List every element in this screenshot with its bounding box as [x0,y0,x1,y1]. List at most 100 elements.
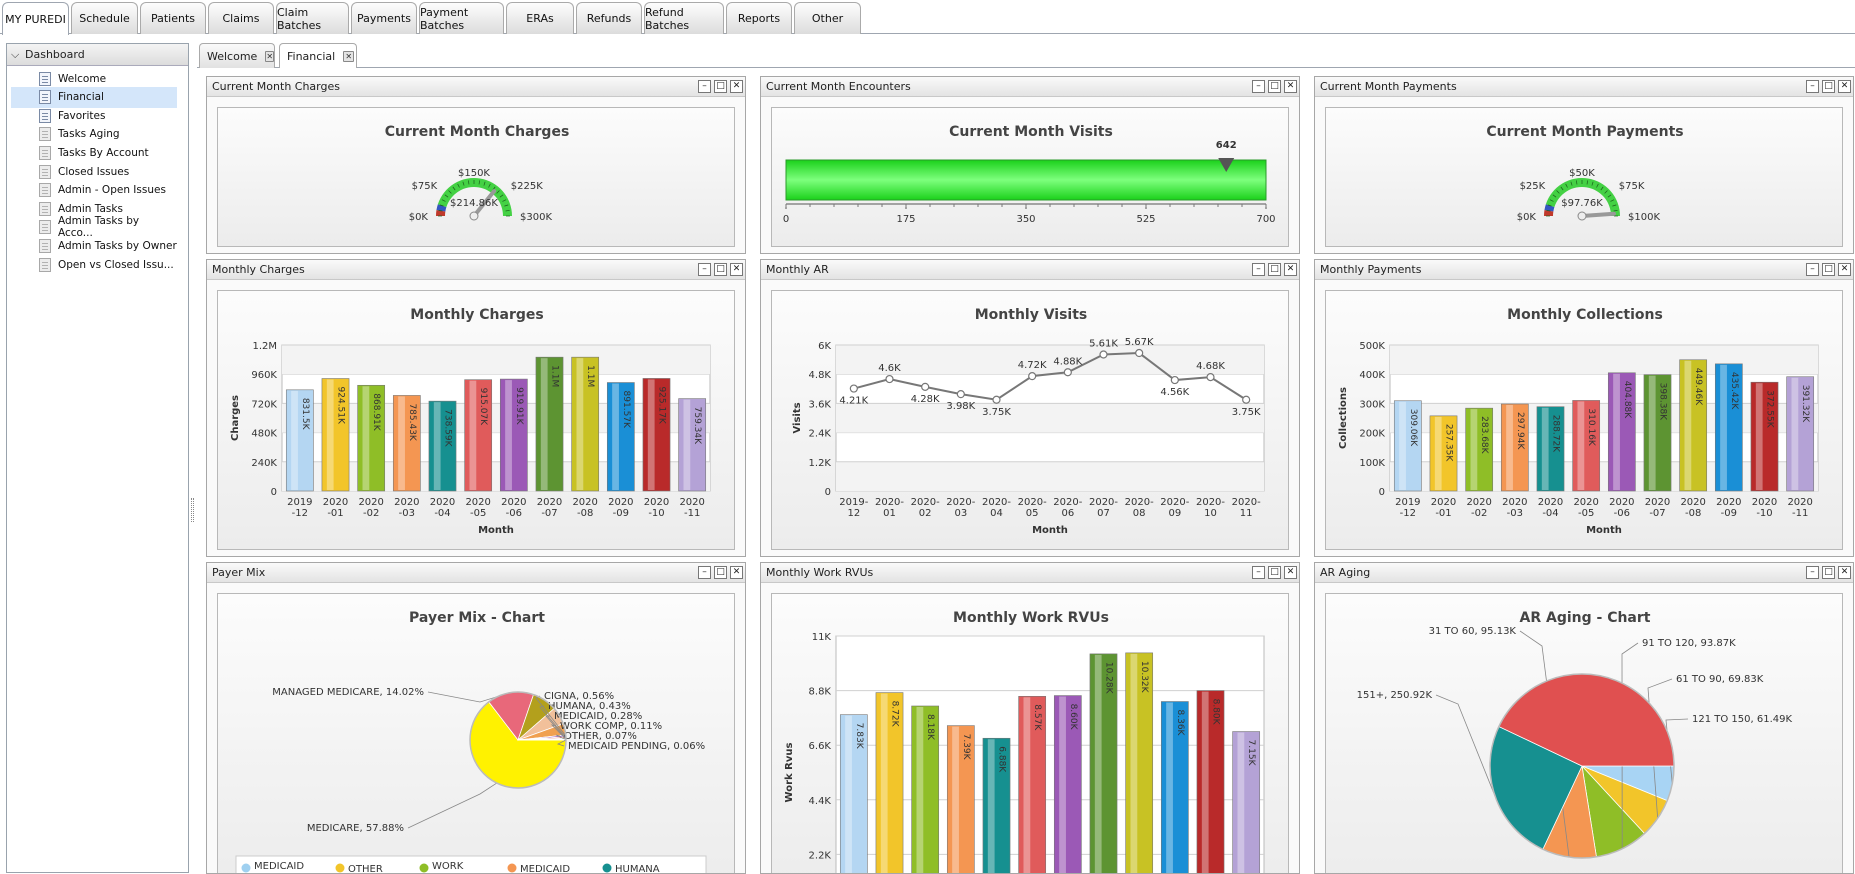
bar-highlight [362,386,369,490]
sidebar-splitter[interactable] [189,43,196,873]
maximize-icon[interactable]: □ [1822,566,1835,579]
bar-highlight [1130,654,1137,873]
close-icon[interactable]: ✕ [1284,80,1297,93]
y-tick-label: 4.8K [809,370,832,381]
x-tick-label: 2020-03 [1502,497,1527,519]
top-tab-claims[interactable]: Claims [208,2,274,34]
bar-highlight [1399,402,1406,490]
top-tab-eras[interactable]: ERAs [506,2,574,34]
bar-highlight [541,358,548,490]
data-label: 3.98K [946,401,975,412]
close-icon[interactable]: ✕ [730,263,743,276]
top-tab-claim-batches[interactable]: Claim Batches [276,2,349,34]
legend-label: MEDICAID [520,864,570,873]
y-tick-label: 6.6K [809,741,832,752]
x-tick-label: 2020-09 [1716,497,1741,519]
portlet-header: Monthly Work RVUs–□✕ [761,563,1299,583]
bar-value-label: 297.94K [1515,412,1525,450]
portlet-title: Monthly AR [766,263,829,276]
bar-value-label: 8.60K [1068,704,1078,731]
top-tab-other[interactable]: Other [794,2,861,34]
minimize-icon[interactable]: – [698,263,711,276]
minimize-icon[interactable]: – [1806,263,1819,276]
portlet-body: Current Month Charges$0K$75K$150K$225K$3… [207,97,745,253]
y-tick-label: 720K [251,399,277,410]
x-tick-label: 2020-02 [358,497,383,519]
bar-value-label: 925.17K [657,386,667,424]
x-tick-label: 2020-04 [982,497,1011,519]
bar-highlight [1470,409,1477,490]
legend-swatch [603,864,612,873]
minimize-icon[interactable]: – [698,80,711,93]
maximize-icon[interactable]: □ [1822,263,1835,276]
y-tick-label: 2.2K [809,850,832,861]
bar-value-label: 738.59K [443,409,453,447]
close-tab-icon[interactable]: ✕ [265,51,274,62]
minimize-icon[interactable]: – [698,566,711,579]
splitter-grip[interactable] [191,498,194,522]
maximize-icon[interactable]: □ [714,566,727,579]
top-tab-schedule[interactable]: Schedule [71,2,138,34]
data-label: 4.6K [878,363,901,374]
top-tab-payments[interactable]: Payments [351,2,417,34]
x-tick-label: 2020-01 [1431,497,1456,519]
minimize-icon[interactable]: – [1252,80,1265,93]
document-gray-icon [39,239,51,253]
bar-highlight [1023,697,1030,873]
pie-slice-label: 151+, 250.92K [1357,690,1433,701]
close-icon[interactable]: ✕ [1284,566,1297,579]
data-label: 4.28K [911,394,940,405]
close-tab-icon[interactable]: ✕ [343,51,354,62]
data-label: 4.56K [1160,387,1189,398]
minimize-icon[interactable]: – [1806,566,1819,579]
minimize-icon[interactable]: – [1806,80,1819,93]
y-tick-label: 3.6K [809,399,832,410]
sidebar-item-open-vs-closed-issu[interactable]: Open vs Closed Issu... [11,254,177,275]
portlet-title: Monthly Payments [1320,263,1421,276]
maximize-icon[interactable]: □ [1268,80,1281,93]
x-tick-label: 2020-08 [572,497,597,519]
grid-band [836,462,1264,491]
linear-gauge-bar [786,160,1266,200]
close-icon[interactable]: ✕ [730,566,743,579]
maximize-icon[interactable]: □ [714,263,727,276]
chevron-down-icon[interactable]: ⌵ [11,48,25,62]
tab-welcome[interactable]: Welcome✕ [199,43,275,68]
maximize-icon[interactable]: □ [1268,566,1281,579]
portlet-body: Current Month Payments$0K$25K$50K$75K$10… [1315,97,1853,253]
y-tick-label: 2.4K [809,429,832,440]
tab-financial[interactable]: Financial✕ [279,43,357,68]
minimize-icon[interactable]: – [1252,566,1265,579]
y-tick-label: 200K [1359,429,1385,440]
close-icon[interactable]: ✕ [1838,566,1851,579]
data-point [1207,374,1214,381]
close-icon[interactable]: ✕ [1284,263,1297,276]
minimize-icon[interactable]: – [1252,263,1265,276]
maximize-icon[interactable]: □ [1268,263,1281,276]
maximize-icon[interactable]: □ [1822,80,1835,93]
top-tab-patients[interactable]: Patients [140,2,206,34]
top-tab-reports[interactable]: Reports [726,2,792,34]
top-tab-refunds[interactable]: Refunds [576,2,642,34]
close-icon[interactable]: ✕ [1838,80,1851,93]
portlet-header: Monthly Payments –□✕ [1315,260,1853,280]
top-tab-my-puredi[interactable]: MY PUREDI [2,2,69,35]
top-tab-refund-batches[interactable]: Refund Batches [644,2,724,34]
close-icon[interactable]: ✕ [1838,263,1851,276]
gauge-tick-label: $300K [520,212,552,223]
legend-swatch [336,864,345,873]
close-icon[interactable]: ✕ [730,80,743,93]
maximize-icon[interactable]: □ [714,80,727,93]
y-tick-label: 100K [1359,458,1385,469]
sidebar-header[interactable]: ⌵ Dashboard [7,44,188,66]
chart-frame: Current Month Charges$0K$75K$150K$225K$3… [217,107,735,247]
x-tick-label: 2020-05 [1573,497,1598,519]
top-tab-payment-batches[interactable]: Payment Batches [419,2,504,34]
document-gray-icon [39,165,51,179]
portlet-window-controls: –□✕ [698,263,743,276]
